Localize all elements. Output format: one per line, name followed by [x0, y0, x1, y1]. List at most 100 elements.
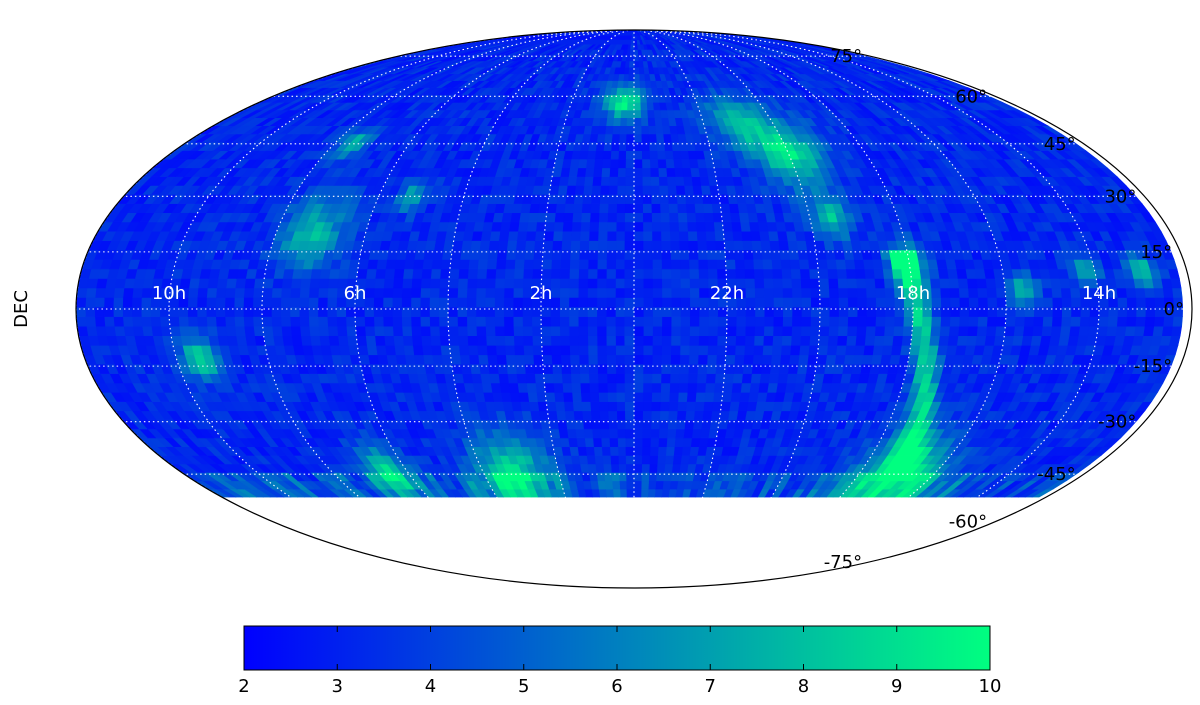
heatmap-cell [587, 297, 598, 308]
heatmap-cell [633, 297, 644, 308]
heatmap-cell [298, 297, 310, 308]
heatmap-cell [956, 335, 968, 346]
heatmap-cell [633, 125, 642, 135]
heatmap-cell [754, 287, 765, 298]
heatmap-cell [730, 391, 741, 402]
heatmap-cell [781, 325, 793, 337]
heatmap-cell [810, 297, 821, 308]
heatmap-cell [234, 278, 247, 289]
heatmap-cell [470, 373, 482, 384]
heatmap-cell [597, 221, 608, 232]
heatmap-cell [598, 401, 609, 412]
heatmap-cell [615, 240, 626, 251]
heatmap-cell [688, 268, 700, 279]
heatmap-cell [477, 259, 488, 270]
heatmap-cell [596, 133, 606, 143]
heatmap-cell [617, 158, 627, 169]
heatmap-cell [94, 297, 105, 308]
heatmap-cell [660, 373, 671, 384]
heatmap-cell [401, 297, 412, 308]
heatmap-cell [659, 391, 670, 402]
heatmap-cell [714, 240, 726, 251]
heatmap-cell [928, 268, 940, 279]
heatmap-cell [649, 446, 659, 456]
heatmap-cell [777, 240, 789, 251]
heatmap-cell [704, 221, 715, 232]
heatmap-cell [606, 230, 617, 241]
heatmap-cell [688, 354, 699, 365]
heatmap-cell [724, 354, 736, 365]
heatmap-cell [513, 344, 525, 356]
heatmap-cell [504, 344, 516, 356]
heatmap-cell [743, 259, 754, 270]
heatmap-cell [689, 316, 700, 327]
heatmap-cell [674, 437, 684, 448]
heatmap-cell [337, 268, 350, 279]
heatmap-cell [678, 373, 689, 384]
heatmap-cell [457, 278, 468, 289]
heatmap-cell [401, 278, 413, 289]
heatmap-cell [661, 278, 672, 289]
heatmap-cell [541, 335, 552, 346]
heatmap-cell [985, 325, 997, 337]
heatmap-cell [364, 316, 375, 327]
heatmap-cell [679, 259, 690, 270]
heatmap-cell [845, 268, 857, 279]
heatmap-cell [626, 488, 635, 498]
heatmap-cell [605, 278, 616, 289]
heatmap-cell [721, 391, 732, 402]
heatmap-cell [713, 382, 725, 393]
heatmap-cell [1068, 278, 1080, 289]
heatmap-cell [847, 316, 858, 327]
heatmap-cell [768, 373, 780, 384]
heatmap-cell [566, 176, 578, 186]
heatmap-cell [791, 316, 802, 327]
heatmap-cell [641, 446, 651, 456]
heatmap-cell [422, 354, 434, 365]
heatmap-cell [660, 240, 671, 251]
heatmap-cell [669, 480, 679, 490]
heatmap-cell [654, 125, 664, 135]
heatmap-cell [1050, 287, 1062, 298]
heatmap-cell [1004, 316, 1016, 327]
heatmap-cell [686, 212, 697, 223]
heatmap-cell [522, 316, 533, 327]
heatmap-cell [159, 316, 171, 327]
heatmap-cell [707, 316, 719, 327]
heatmap-cell [744, 268, 755, 279]
heatmap-cell [677, 212, 688, 223]
heatmap-cell [540, 306, 551, 317]
heatmap-cell [641, 437, 651, 448]
heatmap-cell [608, 437, 619, 448]
heatmap-cell [642, 221, 653, 232]
heatmap-cell [818, 278, 830, 289]
heatmap-cell [800, 316, 811, 327]
heatmap-cell [641, 158, 651, 169]
heatmap-cell [884, 316, 895, 327]
heatmap-cell [605, 344, 617, 356]
heatmap-cell [571, 391, 582, 402]
heatmap-cell [659, 401, 670, 412]
heatmap-cell [615, 259, 626, 270]
heatmap-cell [598, 391, 609, 402]
heatmap-cell [600, 428, 610, 439]
heatmap-cell [616, 410, 626, 421]
heatmap-cell [543, 230, 554, 241]
heatmap-cell [122, 287, 134, 298]
heatmap-cell [531, 325, 542, 337]
heatmap-cell [1096, 325, 1108, 337]
heatmap-cell [206, 325, 218, 337]
heatmap-cell [685, 401, 696, 412]
heatmap-cell [1051, 316, 1062, 327]
heatmap-cell [615, 354, 626, 365]
heatmap-cell [679, 344, 690, 356]
heatmap-cell [615, 230, 626, 241]
heatmap-cell [215, 287, 227, 298]
heatmap-cell [95, 325, 107, 337]
heatmap-cell [546, 203, 557, 213]
heatmap-cell [670, 306, 681, 317]
heatmap-cell [579, 382, 590, 393]
heatmap-cell [649, 167, 659, 177]
heatmap-cell [468, 354, 480, 365]
heatmap-cell [403, 259, 415, 270]
